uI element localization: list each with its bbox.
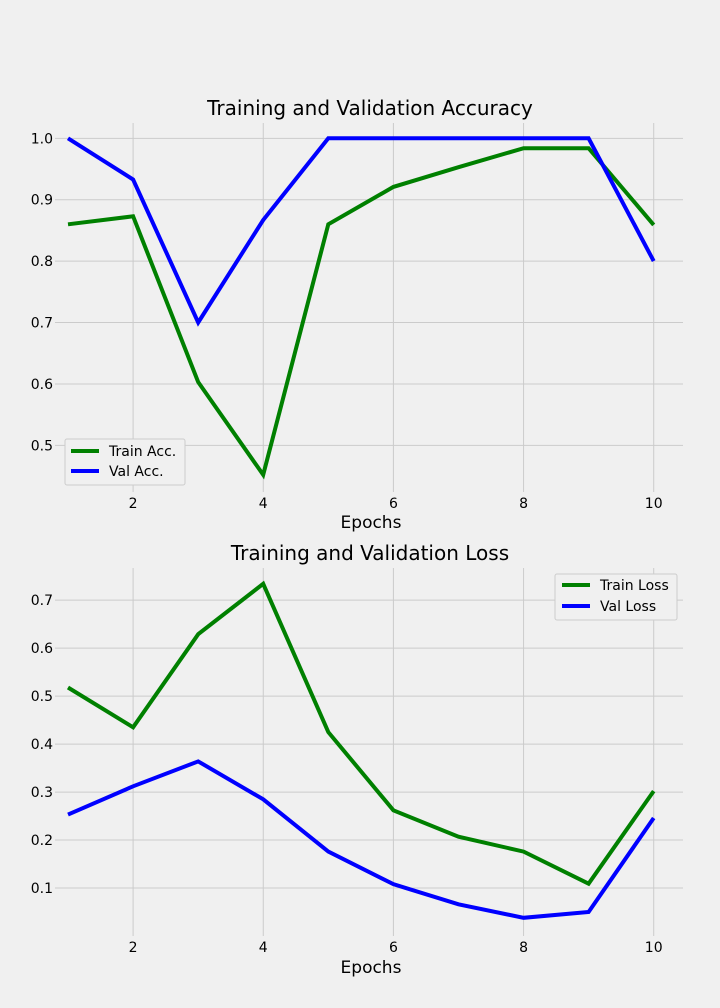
loss-legend: Train Loss Val Loss	[554, 573, 678, 621]
accuracy-ticks: 2 4 6 8 10 0.5 0.6 0.7 0.8 0.9 1.0	[31, 131, 663, 512]
accuracy-y-tick-label: 0.8	[31, 254, 53, 270]
loss-legend-label-train: Train Loss	[599, 578, 669, 594]
accuracy-y-tick-label: 0.6	[31, 377, 53, 393]
loss-y-tick-label: 0.4	[31, 737, 53, 753]
accuracy-legend-label-val: Val Acc.	[109, 464, 164, 480]
loss-y-tick-label: 0.5	[31, 689, 53, 705]
loss-lines	[66, 580, 656, 920]
loss-x-tick-label: 2	[129, 940, 138, 956]
accuracy-x-tick-label: 8	[519, 496, 528, 512]
accuracy-x-tick-label: 10	[645, 496, 663, 512]
accuracy-y-tick-label: 0.9	[31, 193, 53, 209]
loss-x-axis-label: Epochs	[341, 958, 402, 978]
accuracy-title: Training and Validation Accuracy	[206, 96, 533, 120]
loss-y-tick-label: 0.6	[31, 641, 53, 657]
accuracy-y-tick-label: 0.7	[31, 316, 53, 332]
loss-y-tick-label: 0.7	[31, 593, 53, 609]
accuracy-x-tick-label: 2	[129, 496, 138, 512]
accuracy-x-axis-label: Epochs	[341, 513, 402, 533]
loss-y-tick-label: 0.2	[31, 833, 53, 849]
loss-x-tick-label: 4	[259, 940, 268, 956]
accuracy-y-tick-label: 0.5	[31, 438, 53, 454]
loss-y-tick-label: 0.1	[31, 881, 53, 897]
accuracy-x-tick-label: 6	[389, 496, 398, 512]
loss-grid	[55, 568, 683, 936]
loss-legend-label-val: Val Loss	[600, 599, 656, 615]
loss-ticks: 2 4 6 8 10 0.1 0.2 0.3 0.4 0.5 0.6 0.7	[31, 593, 663, 956]
loss-series-train-loss-line	[66, 580, 656, 887]
accuracy-legend: Train Acc. Val Acc.	[64, 438, 186, 486]
loss-title: Training and Validation Loss	[230, 541, 509, 565]
loss-series-val-loss-line	[67, 759, 656, 920]
accuracy-series-train-acc-line	[67, 146, 656, 480]
loss-y-tick-label: 0.3	[31, 785, 53, 801]
loss-x-tick-label: 6	[389, 940, 398, 956]
accuracy-series-val-acc-line	[66, 136, 656, 327]
accuracy-x-tick-label: 4	[259, 496, 268, 512]
loss-x-tick-label: 10	[645, 940, 663, 956]
loss-x-tick-label: 8	[519, 940, 528, 956]
loss-chart: 2 4 6 8 10 0.1 0.2 0.3 0.4 0.5 0.6 0.7 Training and…	[31, 541, 683, 978]
accuracy-lines	[66, 136, 656, 480]
accuracy-legend-label-train: Train Acc.	[108, 444, 176, 460]
accuracy-chart: 2 4 6 8 10 0.5 0.6 0.7 0.8 0.9 1.0 Training and Va…	[31, 96, 683, 533]
accuracy-y-tick-label: 1.0	[31, 131, 53, 147]
